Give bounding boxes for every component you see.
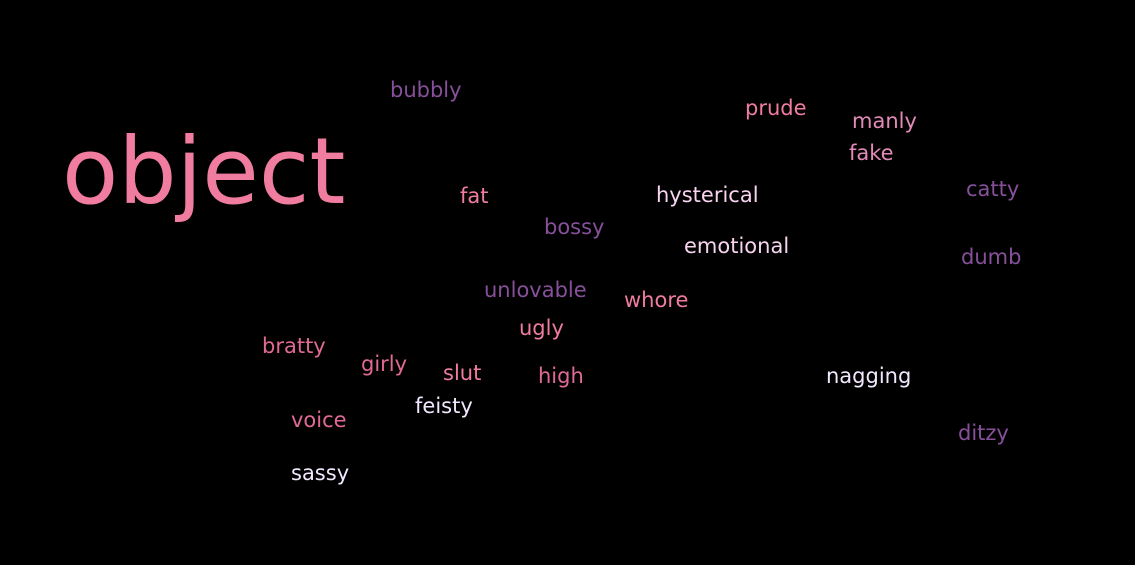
- word-dumb: dumb: [961, 245, 1022, 269]
- word-high: high: [538, 364, 584, 388]
- word-ditzy: ditzy: [958, 421, 1009, 445]
- word-ugly: ugly: [519, 316, 564, 340]
- word-girly: girly: [361, 352, 408, 376]
- word-prude: prude: [745, 96, 807, 120]
- word-feisty: feisty: [415, 394, 473, 418]
- word-object: object: [62, 118, 346, 225]
- word-emotional: emotional: [684, 234, 790, 258]
- word-whore: whore: [624, 288, 689, 312]
- word-fat: fat: [460, 184, 489, 208]
- word-manly: manly: [852, 109, 917, 133]
- word-fake: fake: [849, 141, 894, 165]
- word-sassy: sassy: [291, 461, 350, 485]
- word-voice: voice: [291, 408, 347, 432]
- word-nagging: nagging: [826, 364, 912, 388]
- word-bubbly: bubbly: [390, 78, 462, 102]
- word-slut: slut: [443, 361, 482, 385]
- word-hysterical: hysterical: [656, 183, 759, 207]
- word-unlovable: unlovable: [484, 278, 587, 302]
- word-bossy: bossy: [544, 215, 605, 239]
- word-bratty: bratty: [262, 334, 326, 358]
- word-catty: catty: [966, 177, 1020, 201]
